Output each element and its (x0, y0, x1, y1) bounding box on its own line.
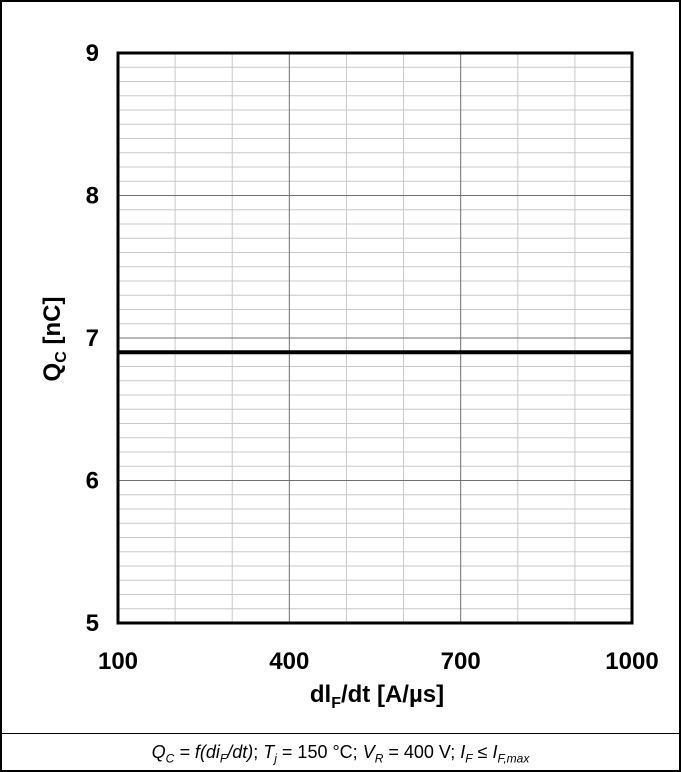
y-axis-tick-labels: 5 6 7 8 9 (86, 40, 99, 637)
y-tick-label: 9 (86, 40, 99, 67)
caption-t-value: = 150 °C (276, 742, 353, 762)
caption-v-sub: R (374, 751, 384, 766)
caption-divider (2, 733, 679, 734)
y-axis-title-sub: C (53, 351, 70, 363)
figure-caption: QC = f(diF/dt); Tj = 150 °C; VR = 400 V;… (2, 742, 679, 766)
caption-q: Q (151, 742, 166, 762)
y-tick-label: 5 (86, 610, 99, 637)
caption-v: V (362, 742, 375, 762)
caption-i: I (460, 742, 466, 762)
plot-area-border (116, 51, 634, 625)
x-axis-title-main: dl (310, 681, 331, 708)
qc-vs-dif-dt-chart: 100 400 700 1000 5 6 7 8 9 dlF/dt [A/µs] QC [nC… (39, 40, 659, 712)
caption-v-value: = 400 V (383, 742, 451, 762)
y-tick-label: 6 (86, 468, 99, 495)
y-tick-label: 8 (86, 183, 99, 210)
caption-q-sub: C (165, 751, 175, 766)
y-axis-title-main: Q (39, 363, 66, 382)
caption-imax: I (492, 742, 498, 762)
x-tick-label: 1000 (605, 648, 658, 675)
caption-eq-end: /dt) (227, 742, 254, 762)
caption-t-sub: j (274, 751, 277, 766)
x-tick-label: 700 (441, 648, 481, 675)
x-axis-tick-labels: 100 400 700 1000 (98, 648, 659, 675)
x-tick-label: 100 (98, 648, 138, 675)
y-axis-title-rest: [nC] (39, 297, 66, 352)
caption-i-relation: ≤ (472, 742, 493, 762)
caption-sep-3: ; (450, 742, 461, 762)
caption-sep-2: ; (352, 742, 363, 762)
y-tick-label: 7 (86, 325, 99, 352)
x-axis-title-sub: F (331, 695, 341, 712)
caption-di-sub: F (219, 751, 228, 766)
caption-t: T (263, 742, 275, 762)
caption-sep-1: ; (253, 742, 264, 762)
caption-i-sub: F (465, 751, 473, 766)
x-tick-label: 400 (269, 648, 309, 675)
x-axis-title: dlF/dt [A/µs] (310, 681, 444, 712)
caption-eq: = f(di (174, 742, 220, 762)
caption-imax-sub: F,max (497, 751, 530, 766)
minor-gridlines (118, 53, 632, 623)
y-axis-title: QC [nC] (39, 297, 70, 382)
x-axis-title-rest: /dt [A/µs] (341, 681, 444, 708)
